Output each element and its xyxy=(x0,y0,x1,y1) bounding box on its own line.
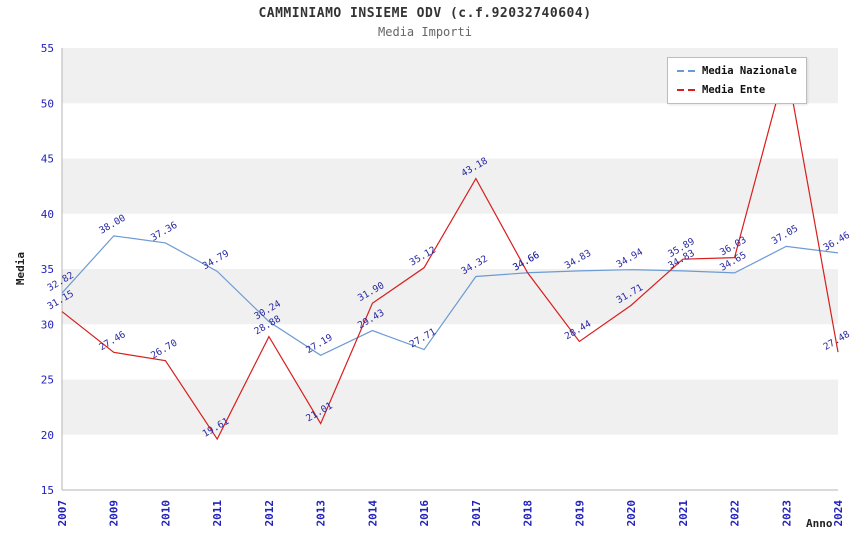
data-point-label-ente: 27.46 xyxy=(97,329,128,353)
y-tick-label: 45 xyxy=(41,153,54,166)
x-tick-label: 2014 xyxy=(366,500,379,527)
chart-title: CAMMINIAMO INSIEME ODV (c.f.92032740604) xyxy=(258,6,592,21)
data-point-label-nazionale: 27.71 xyxy=(408,326,439,350)
x-tick-label: 2022 xyxy=(729,500,742,527)
series-line-media-ente xyxy=(61,64,839,441)
legend-item-media-ente: Media Ente xyxy=(677,84,797,96)
x-tick-label: 2023 xyxy=(780,500,793,527)
data-point-label-nazionale: 34.83 xyxy=(563,248,593,272)
legend: Media Nazionale Media Ente xyxy=(667,57,807,104)
data-point-label-nazionale: 34.79 xyxy=(201,248,232,272)
x-tick-label: 2016 xyxy=(418,500,431,527)
chart-subtitle: Media Importi xyxy=(378,25,472,39)
x-tick-label: 2018 xyxy=(522,500,535,527)
x-axis-title: Anno xyxy=(806,517,833,530)
y-tick-label: 20 xyxy=(41,429,54,442)
x-tick-label: 2021 xyxy=(677,500,690,527)
x-tick-label: 2017 xyxy=(470,500,483,527)
data-point-label-ente: 35.12 xyxy=(408,245,438,269)
data-point-label-nazionale: 37.05 xyxy=(770,223,800,247)
data-point-label-nazionale: 38.00 xyxy=(97,213,128,237)
data-point-label-nazionale: 34.94 xyxy=(615,246,646,270)
data-point-label-nazionale: 36.46 xyxy=(822,230,850,254)
x-tick-label: 2009 xyxy=(108,500,121,527)
legend-label-media-ente: Media Ente xyxy=(702,84,766,96)
y-tick-label: 40 xyxy=(41,208,54,221)
data-point-label-ente: 27.48 xyxy=(822,329,850,353)
y-tick-label: 15 xyxy=(41,484,54,497)
series-line-media-nazionale xyxy=(61,235,839,356)
legend-label-media-nazionale: Media Nazionale xyxy=(702,65,797,77)
x-tick-label: 2013 xyxy=(315,500,328,527)
data-point-label-ente: 26.70 xyxy=(149,338,180,362)
data-point-label-nazionale: 37.36 xyxy=(149,220,180,244)
y-tick-label: 50 xyxy=(41,97,54,110)
x-tick-label: 2024 xyxy=(832,500,845,527)
grid-band xyxy=(62,269,838,325)
y-tick-label: 25 xyxy=(41,374,54,387)
legend-line-marker-nazionale xyxy=(677,70,695,72)
y-axis-title: Media xyxy=(14,251,28,286)
x-tick-label: 2007 xyxy=(56,500,69,527)
grid-band xyxy=(62,158,838,214)
y-tick-label: 35 xyxy=(41,263,54,276)
x-tick-label: 2011 xyxy=(211,500,224,527)
x-tick-label: 2012 xyxy=(263,500,276,527)
y-tick-label: 55 xyxy=(41,42,54,55)
legend-line-marker-ente xyxy=(677,89,695,91)
y-tick-label: 30 xyxy=(41,318,54,331)
x-tick-label: 2020 xyxy=(625,500,638,527)
x-tick-label: 2019 xyxy=(573,500,586,527)
data-point-label-nazionale: 27.19 xyxy=(304,332,335,356)
grid-band xyxy=(62,379,838,435)
x-tick-label: 2010 xyxy=(159,500,172,527)
legend-item-media-nazionale: Media Nazionale xyxy=(677,65,797,77)
